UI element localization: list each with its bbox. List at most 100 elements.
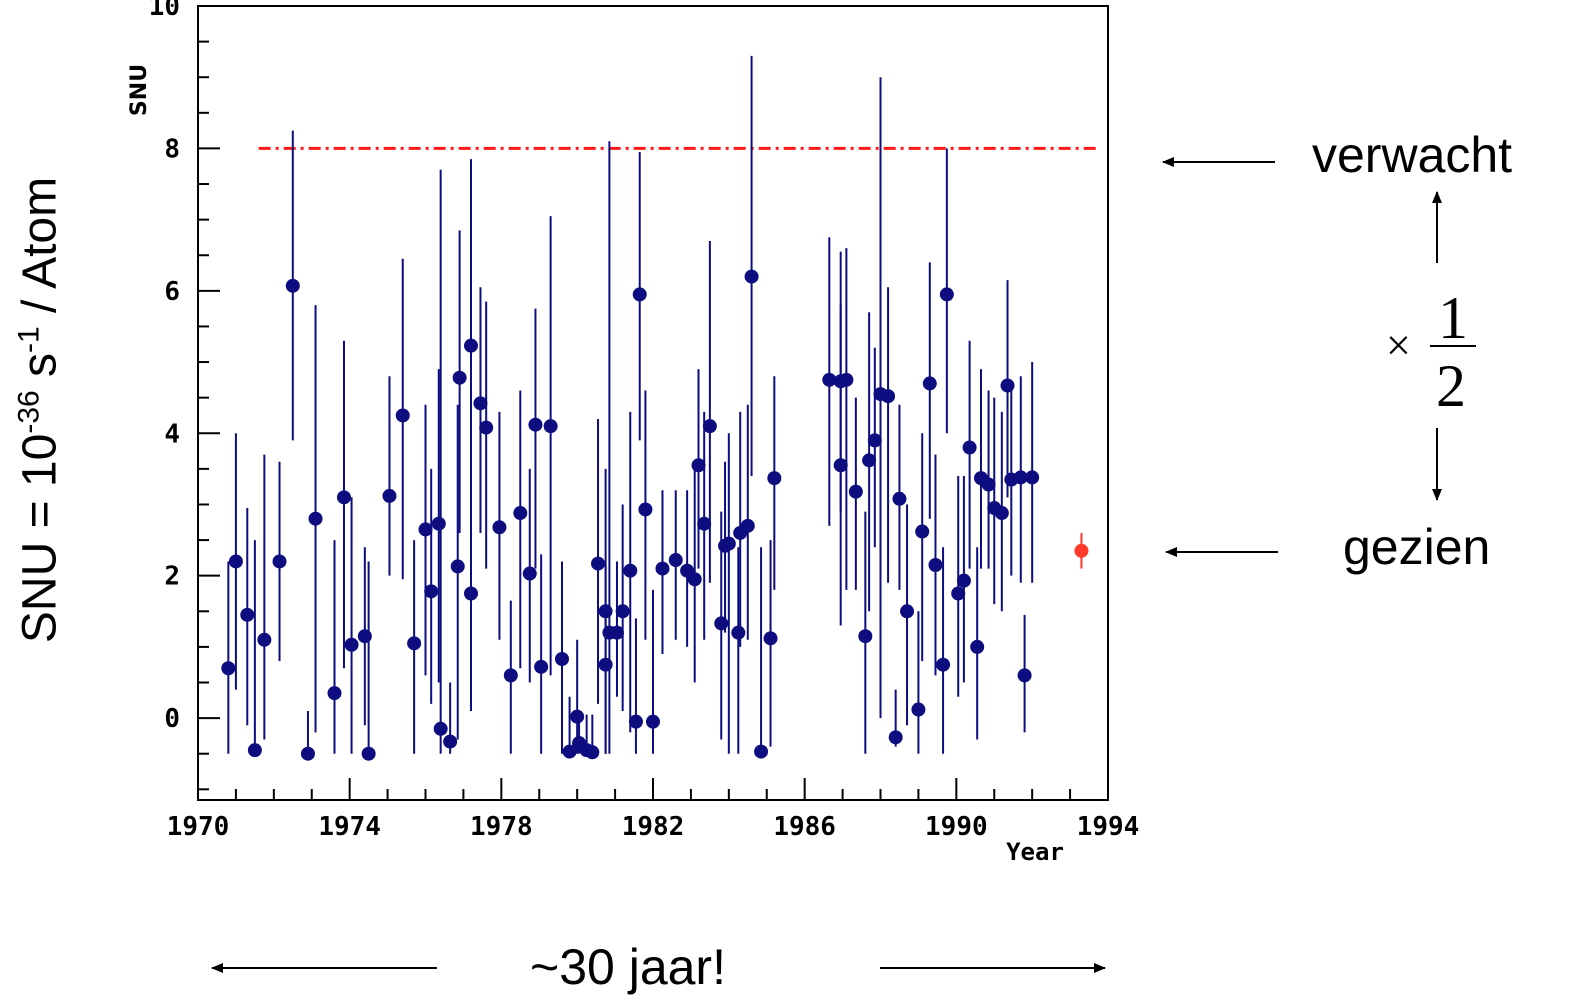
data-point xyxy=(702,419,717,434)
data-point xyxy=(503,668,518,683)
data-point xyxy=(744,269,759,284)
data-point xyxy=(336,490,351,505)
data-point xyxy=(638,502,653,517)
x-tick-label: 1990 xyxy=(925,812,988,842)
data-point xyxy=(609,625,624,640)
data-point xyxy=(1074,543,1089,558)
y-tick-label: 2 xyxy=(164,562,180,592)
data-point xyxy=(285,278,300,293)
data-point xyxy=(522,566,537,581)
data-point xyxy=(534,659,549,674)
y-tick-label: 6 xyxy=(164,277,180,307)
data-point xyxy=(767,471,782,486)
data-point xyxy=(697,516,712,531)
data-point xyxy=(888,730,903,745)
data-point xyxy=(862,453,877,468)
x-tick-label: 1982 xyxy=(622,812,685,842)
factor-symbol: × xyxy=(1386,321,1411,370)
data-point xyxy=(848,484,863,499)
y-tick-label: 8 xyxy=(164,134,180,164)
data-point xyxy=(327,686,342,701)
data-point xyxy=(687,572,702,587)
data-point xyxy=(1017,668,1032,683)
data-point xyxy=(858,629,873,644)
data-point xyxy=(951,586,966,601)
data-point xyxy=(221,661,236,676)
data-point xyxy=(1013,470,1028,485)
x-axis-ticks: 1970 1974 1978 1982 1986 1990 1994 xyxy=(167,778,1140,842)
data-point xyxy=(740,518,755,533)
data-point xyxy=(668,553,683,568)
y-tick-label: 4 xyxy=(164,419,180,449)
data-point xyxy=(247,743,262,758)
data-point xyxy=(464,586,478,601)
data-point xyxy=(691,458,706,473)
data-point xyxy=(994,506,1009,521)
data-point xyxy=(382,488,397,503)
data-point xyxy=(833,458,848,473)
data-point xyxy=(655,561,670,576)
data-point xyxy=(881,389,896,404)
data-point xyxy=(615,604,630,619)
data-point xyxy=(646,714,660,729)
data-point xyxy=(970,639,985,654)
data-point xyxy=(443,734,458,749)
data-point xyxy=(418,522,433,537)
data-point xyxy=(928,558,943,573)
data-point xyxy=(763,631,778,646)
data-point xyxy=(228,554,243,569)
duration-label: ~30 jaar! xyxy=(530,939,726,995)
data-point xyxy=(407,636,422,651)
data-point xyxy=(1000,378,1015,393)
data-point xyxy=(424,584,439,599)
y-tick-label: 0 xyxy=(164,704,180,734)
data-point xyxy=(867,433,882,448)
data-point xyxy=(570,709,585,724)
data-point xyxy=(962,440,977,455)
data-point xyxy=(395,408,410,423)
data-point xyxy=(433,721,448,736)
data-point xyxy=(361,746,376,761)
data-point xyxy=(308,511,323,526)
data-point xyxy=(562,744,577,759)
data-point xyxy=(240,607,255,622)
data-point xyxy=(623,563,638,578)
data-point xyxy=(464,338,478,353)
data-point xyxy=(714,616,729,631)
data-point xyxy=(628,714,643,729)
data-point xyxy=(632,287,647,302)
data-point xyxy=(1025,470,1040,485)
expected-label: verwacht xyxy=(1312,127,1513,183)
data-point xyxy=(598,657,613,672)
x-tick-label: 1994 xyxy=(1077,812,1140,842)
y-tick-label: 10 xyxy=(149,0,180,22)
data-point xyxy=(450,559,465,574)
y-axis-title: SNU xyxy=(127,64,152,116)
data-point xyxy=(357,629,372,644)
data-point xyxy=(892,491,907,506)
data-point xyxy=(939,287,954,302)
data-point xyxy=(344,637,359,652)
data-point xyxy=(911,702,926,717)
data-point xyxy=(300,746,315,761)
x-tick-label: 1970 xyxy=(167,812,230,842)
data-point xyxy=(473,396,488,411)
data-point xyxy=(936,657,951,672)
factor-numerator: 1 xyxy=(1438,285,1468,351)
data-point xyxy=(543,419,558,434)
data-point xyxy=(492,520,507,535)
data-point xyxy=(452,370,467,385)
data-point xyxy=(754,744,769,759)
data-point xyxy=(598,604,613,619)
x-tick-label: 1986 xyxy=(773,812,836,842)
data-point xyxy=(513,506,528,521)
data-point xyxy=(900,604,915,619)
x-tick-label: 1978 xyxy=(470,812,533,842)
factor-denominator: 2 xyxy=(1436,353,1466,419)
data-point xyxy=(981,477,996,492)
data-point xyxy=(257,632,272,647)
x-axis-title: Year xyxy=(1006,838,1064,866)
data-point xyxy=(585,745,600,760)
y-axis-ticks: 0 2 4 6 8 10 xyxy=(149,0,220,791)
